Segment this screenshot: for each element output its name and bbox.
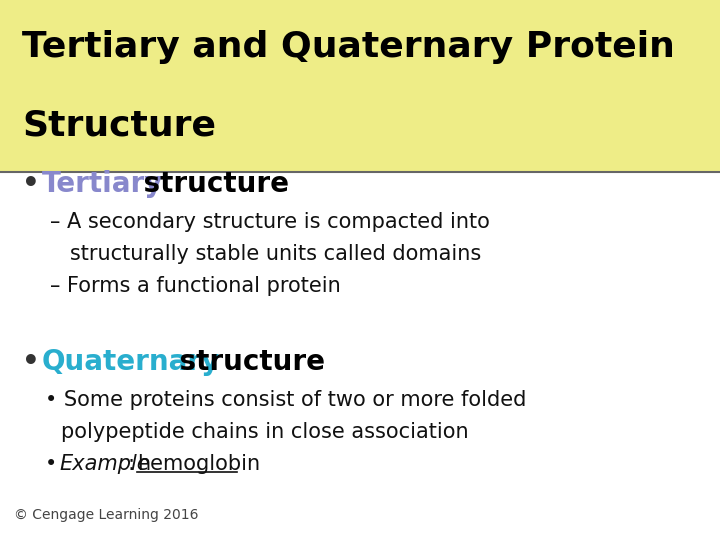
Text: Tertiary: Tertiary — [42, 170, 163, 198]
Text: •: • — [45, 454, 58, 474]
Text: polypeptide chains in close association: polypeptide chains in close association — [61, 422, 469, 442]
Text: – Forms a functional protein: – Forms a functional protein — [50, 276, 341, 296]
Text: Example: Example — [59, 454, 150, 474]
Text: •: • — [22, 348, 40, 376]
Text: :: : — [127, 454, 134, 474]
Text: Structure: Structure — [22, 108, 216, 142]
Bar — [0, 0, 720, 172]
Text: structurally stable units called domains: structurally stable units called domains — [50, 244, 481, 264]
Text: © Cengage Learning 2016: © Cengage Learning 2016 — [14, 508, 199, 522]
Text: Tertiary and Quaternary Protein: Tertiary and Quaternary Protein — [22, 30, 675, 64]
Text: structure: structure — [170, 348, 325, 376]
Text: •: • — [22, 170, 40, 198]
Text: • Some proteins consist of two or more folded: • Some proteins consist of two or more f… — [45, 390, 526, 410]
Text: – A secondary structure is compacted into: – A secondary structure is compacted int… — [50, 212, 490, 232]
Text: Quaternary: Quaternary — [42, 348, 220, 376]
Text: hemoglobin: hemoglobin — [137, 454, 260, 474]
Text: structure: structure — [134, 170, 289, 198]
